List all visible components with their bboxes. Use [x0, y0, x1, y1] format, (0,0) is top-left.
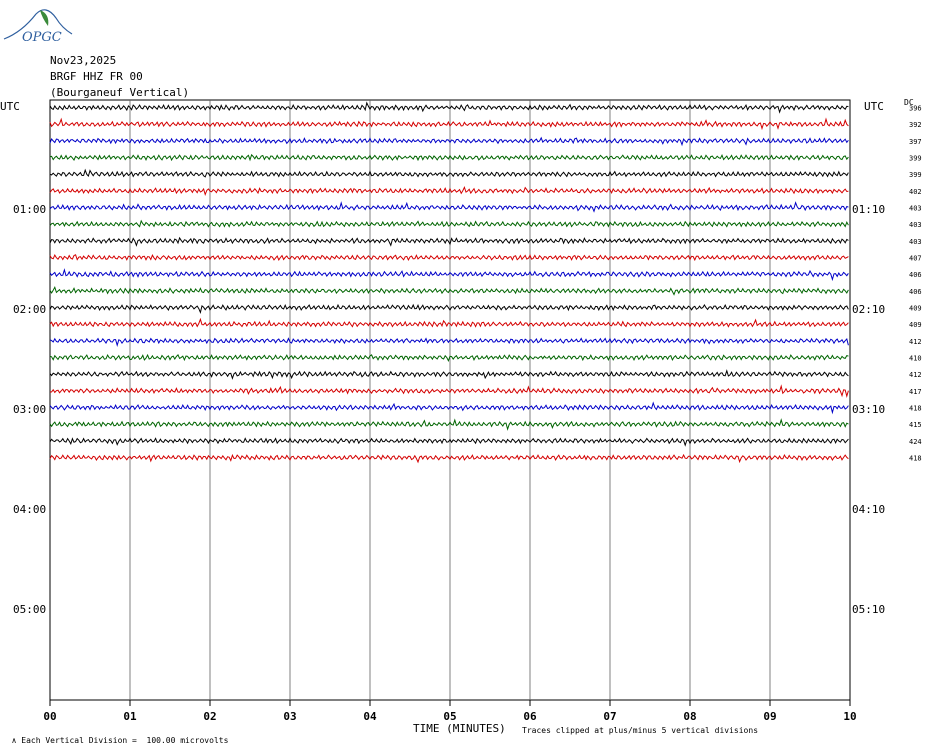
dc-offset-label: 407	[909, 255, 922, 263]
x-tick-label: 00	[43, 710, 56, 723]
right-hour-label: 01:10	[852, 203, 886, 216]
dc-offset-label: 402	[909, 188, 922, 196]
scale-marker-icon: ∧	[11, 736, 22, 745]
right-hour-label: 04:10	[852, 503, 886, 516]
seismic-trace	[49, 286, 849, 296]
x-tick-label: 10	[843, 710, 856, 723]
scale-note: ∧ Each Vertical Division = 100.00 microv…	[11, 736, 229, 745]
dc-offset-label: 403	[909, 221, 922, 229]
x-tick-label: 06	[523, 710, 537, 723]
left-hour-label: 02:00	[13, 303, 47, 316]
x-tick-label: 04	[363, 710, 377, 723]
x-tick-label: 02	[203, 710, 216, 723]
dc-offset-label: 403	[909, 238, 922, 246]
x-tick-label: 01	[123, 710, 137, 723]
seismic-trace	[49, 337, 849, 347]
seismic-trace	[49, 369, 849, 380]
seismic-trace	[49, 401, 849, 415]
seismic-trace	[49, 353, 849, 362]
seismic-trace	[49, 317, 849, 328]
dc-offset-label: 409	[909, 305, 922, 313]
x-tick-label: 03	[283, 710, 296, 723]
dc-offset-label: 399	[909, 155, 922, 163]
date-label: Nov23,2025	[50, 54, 117, 67]
x-tick-label: 09	[763, 710, 776, 723]
seismic-trace	[49, 219, 849, 228]
dc-offset-label: 399	[909, 171, 922, 179]
left-hour-label: 01:00	[13, 203, 47, 216]
x-tick-label: 07	[603, 710, 616, 723]
x-axis-label: TIME (MINUTES)	[413, 722, 506, 735]
dc-offset-label: 406	[909, 288, 922, 296]
station-label: BRGF HHZ FR 00	[50, 70, 143, 83]
dc-offset-label: 412	[909, 338, 922, 346]
x-tick-label: 05	[443, 710, 456, 723]
dc-offset-label: 392	[909, 121, 922, 129]
dc-offset-label: 418	[909, 455, 922, 463]
dc-offset-label: 409	[909, 321, 922, 329]
clip-note: Traces clipped at plus/minus 5 vertical …	[522, 726, 759, 735]
dc-offset-label: 418	[909, 405, 922, 413]
seismic-trace	[49, 185, 849, 197]
right-hour-label: 02:10	[852, 303, 886, 316]
dc-label: DC	[904, 98, 914, 107]
x-tick-label: 08	[683, 710, 696, 723]
right-hour-label: 05:10	[852, 603, 886, 616]
right-utc-title: UTC	[864, 100, 884, 113]
right-hour-label: 03:10	[852, 403, 886, 416]
seismic-trace	[49, 254, 849, 262]
dc-offset-label: 415	[909, 421, 922, 429]
seismic-trace	[49, 117, 849, 131]
left-hour-label: 05:00	[13, 603, 47, 616]
location-label: (Bourganeuf Vertical)	[50, 86, 190, 99]
seismic-trace	[49, 153, 849, 162]
seismic-trace	[49, 136, 849, 147]
dc-offset-label: 403	[909, 205, 922, 213]
logo-text: OPGC	[22, 30, 62, 44]
opgc-logo: OPGC	[2, 4, 74, 48]
seismic-trace	[49, 168, 849, 178]
left-utc-title: UTC	[0, 100, 20, 113]
dc-offset-label: 424	[909, 438, 922, 446]
seismic-trace	[49, 453, 849, 464]
seismic-trace	[49, 236, 849, 247]
dc-offset-label: 410	[909, 355, 922, 363]
seismic-trace	[49, 384, 849, 398]
seismic-trace	[49, 268, 849, 282]
dc-offset-label: 417	[909, 388, 922, 396]
seismic-trace	[49, 303, 849, 314]
seismic-trace	[49, 437, 849, 447]
dc-offset-label: 406	[909, 271, 922, 279]
dc-offset-label: 412	[909, 371, 922, 379]
seismic-trace	[49, 201, 849, 213]
dc-offset-label: 396	[909, 105, 922, 113]
left-hour-label: 04:00	[13, 503, 47, 516]
seismic-trace	[49, 101, 849, 114]
seismic-trace	[49, 418, 849, 431]
dc-offset-label: 397	[909, 138, 922, 146]
left-hour-label: 03:00	[13, 403, 47, 416]
